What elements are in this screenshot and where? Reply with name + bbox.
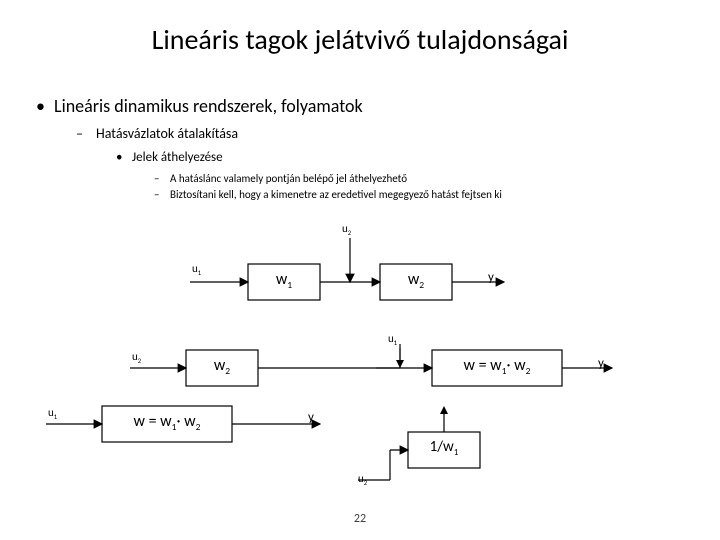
d1-b2-label: w2 [380, 270, 452, 291]
d1-u2: u2 [342, 222, 351, 237]
d3-u1: u1 [48, 406, 57, 421]
d3-y: y [308, 410, 314, 425]
d3-b1-label: w = w1· w2 [102, 412, 232, 433]
d2-u2: u2 [132, 350, 141, 365]
d3-b2-label: 1/w1 [408, 438, 480, 458]
block-diagrams [0, 0, 720, 540]
d2-u1: u1 [388, 332, 397, 347]
d3-u2: u2 [358, 472, 367, 487]
d2-y: y [598, 356, 604, 371]
d2-b2-label: w = w1· w2 [432, 356, 562, 377]
d2-b1-label: w2 [186, 356, 258, 377]
d1-u1: u1 [192, 262, 201, 277]
page-number: 22 [0, 512, 720, 526]
d1-y: y [488, 270, 494, 285]
d1-b1-label: w1 [248, 270, 320, 291]
